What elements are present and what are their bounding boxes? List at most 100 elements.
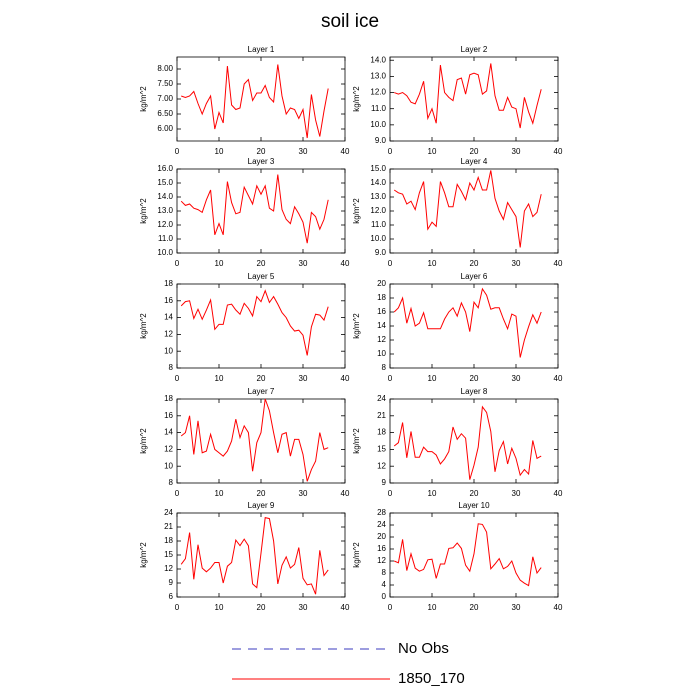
- y-tick-label: 24: [164, 508, 173, 517]
- x-tick-label: 20: [257, 147, 266, 156]
- y-tick-label: 18: [377, 428, 386, 437]
- x-tick-label: 0: [388, 259, 393, 268]
- x-tick-label: 0: [175, 259, 180, 268]
- legend-label: No Obs: [398, 640, 449, 657]
- y-axis-label: kg/m^2: [352, 86, 361, 112]
- y-tick-label: 6.00: [157, 124, 173, 133]
- y-tick-label: 6: [169, 592, 174, 601]
- y-tick-label: 12: [377, 461, 386, 470]
- data-line: [181, 64, 329, 139]
- x-tick-label: 20: [470, 374, 479, 383]
- y-tick-label: 21: [164, 522, 173, 531]
- y-tick-label: 15: [377, 445, 386, 454]
- y-tick-label: 18: [164, 279, 173, 288]
- panel-title: Layer 7: [248, 387, 275, 396]
- x-tick-label: 30: [512, 603, 521, 612]
- y-tick-label: 9.0: [375, 248, 387, 257]
- y-tick-label: 8: [382, 363, 387, 372]
- y-tick-label: 7.00: [157, 94, 173, 103]
- plot-frame: [176, 283, 346, 369]
- panel-title: Layer 5: [248, 272, 275, 281]
- x-tick-label: 0: [175, 603, 180, 612]
- y-axis-label: kg/m^2: [139, 86, 148, 112]
- x-tick-label: 10: [215, 489, 224, 498]
- y-axis-label: kg/m^2: [352, 428, 361, 454]
- x-tick-label: 0: [175, 147, 180, 156]
- y-tick-label: 10.0: [157, 248, 173, 257]
- y-axis-label: kg/m^2: [352, 198, 361, 224]
- y-tick-label: 16: [164, 411, 173, 420]
- x-tick-label: 40: [341, 489, 350, 498]
- y-tick-label: 12: [377, 335, 386, 344]
- y-tick-label: 13.0: [370, 71, 386, 80]
- y-tick-label: 4: [382, 580, 387, 589]
- panel-title: Layer 1: [248, 45, 275, 54]
- y-axis-label: kg/m^2: [352, 313, 361, 339]
- y-tick-label: 24: [377, 394, 386, 403]
- x-tick-label: 30: [512, 374, 521, 383]
- x-tick-label: 10: [428, 259, 437, 268]
- x-tick-label: 0: [388, 147, 393, 156]
- data-line: [393, 287, 542, 358]
- plot-frame: [389, 56, 559, 142]
- x-tick-label: 30: [299, 147, 308, 156]
- y-tick-label: 13.0: [157, 206, 173, 215]
- x-tick-label: 0: [388, 489, 393, 498]
- y-tick-label: 10.0: [370, 234, 386, 243]
- y-tick-label: 28: [377, 508, 386, 517]
- data-line: [393, 170, 542, 248]
- figure-title: soil ice: [321, 11, 379, 32]
- y-tick-label: 0: [382, 592, 387, 601]
- y-tick-label: 14.0: [157, 192, 173, 201]
- x-tick-label: 30: [512, 147, 521, 156]
- x-tick-label: 30: [299, 259, 308, 268]
- y-tick-label: 11.0: [158, 234, 174, 243]
- legend-label: 1850_170: [398, 670, 465, 687]
- y-tick-label: 6.50: [157, 109, 173, 118]
- x-tick-label: 20: [470, 489, 479, 498]
- y-axis-label: kg/m^2: [139, 428, 148, 454]
- plot-frame: [176, 56, 346, 142]
- x-tick-label: 20: [257, 603, 266, 612]
- x-tick-label: 20: [257, 374, 266, 383]
- x-tick-label: 40: [341, 147, 350, 156]
- y-tick-label: 8: [169, 478, 174, 487]
- y-tick-label: 10.0: [370, 120, 386, 129]
- y-tick-label: 18: [377, 293, 386, 302]
- x-tick-label: 40: [554, 374, 563, 383]
- y-tick-label: 7.50: [157, 79, 173, 88]
- y-tick-label: 21: [377, 411, 386, 420]
- x-tick-label: 30: [299, 603, 308, 612]
- x-tick-label: 10: [428, 374, 437, 383]
- y-tick-label: 14.0: [370, 55, 386, 64]
- y-tick-label: 14: [164, 313, 173, 322]
- y-tick-label: 12: [164, 330, 173, 339]
- data-line: [394, 63, 542, 129]
- y-tick-label: 10: [377, 349, 386, 358]
- x-tick-label: 10: [428, 147, 437, 156]
- y-tick-label: 18: [164, 536, 173, 545]
- x-tick-label: 30: [299, 374, 308, 383]
- x-tick-label: 40: [341, 374, 350, 383]
- panel-title: Layer 3: [248, 157, 275, 166]
- y-tick-label: 12.0: [157, 220, 173, 229]
- x-tick-label: 0: [388, 374, 393, 383]
- y-tick-label: 10: [164, 461, 173, 470]
- data-line: [394, 523, 542, 587]
- y-tick-label: 20: [377, 279, 386, 288]
- y-tick-label: 8: [169, 363, 174, 372]
- panel-title: Layer 6: [461, 272, 488, 281]
- y-tick-label: 15.0: [157, 178, 173, 187]
- x-tick-label: 40: [554, 147, 563, 156]
- y-tick-label: 14.0: [370, 178, 386, 187]
- x-tick-label: 40: [554, 259, 563, 268]
- y-tick-label: 20: [377, 532, 386, 541]
- x-tick-label: 10: [215, 374, 224, 383]
- x-tick-label: 0: [175, 374, 180, 383]
- x-tick-label: 40: [341, 603, 350, 612]
- y-tick-label: 14: [377, 321, 386, 330]
- data-line: [180, 174, 329, 244]
- y-tick-label: 13.0: [370, 192, 386, 201]
- y-tick-label: 12: [377, 556, 386, 565]
- panel-title: Layer 8: [461, 387, 488, 396]
